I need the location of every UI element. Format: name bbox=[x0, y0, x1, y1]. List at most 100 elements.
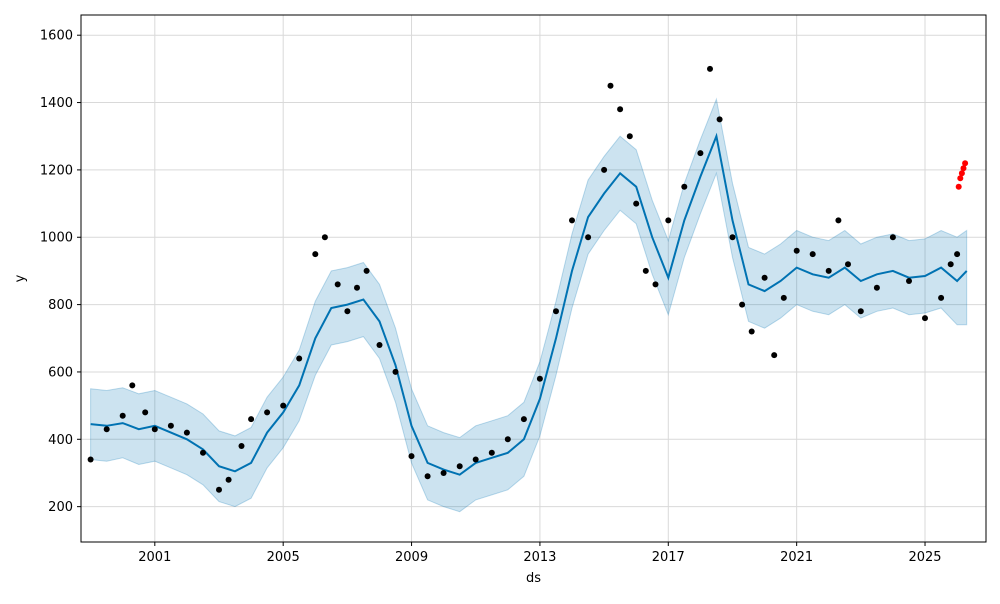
observed-point bbox=[569, 217, 575, 224]
observed-point bbox=[424, 473, 431, 480]
y-tick-label: 1000 bbox=[40, 231, 73, 246]
observed-point bbox=[264, 409, 271, 416]
observed-point bbox=[151, 426, 158, 433]
x-axis-ticks: 2001 2005 2009 2013 2017 2021 2025 bbox=[138, 542, 942, 565]
forecast-line bbox=[90, 132, 968, 476]
observed-point bbox=[142, 409, 149, 416]
anomaly-point bbox=[955, 183, 962, 190]
observed-point bbox=[408, 453, 415, 460]
observed-point bbox=[748, 328, 755, 335]
observed-point bbox=[392, 368, 399, 375]
observed-point bbox=[938, 294, 945, 301]
observed-point bbox=[225, 476, 232, 483]
observed-point bbox=[617, 106, 624, 113]
observed-point bbox=[248, 416, 255, 423]
observed-point bbox=[947, 261, 954, 268]
observed-point bbox=[376, 342, 383, 348]
observed-point bbox=[216, 486, 222, 493]
observed-point bbox=[129, 382, 136, 389]
observed-point bbox=[312, 251, 319, 258]
y-tick-label: 1600 bbox=[40, 29, 73, 44]
observed-point bbox=[633, 200, 640, 207]
x-tick-label: 2021 bbox=[780, 550, 813, 565]
x-tick-label: 2025 bbox=[908, 550, 941, 565]
observed-point bbox=[857, 308, 864, 315]
uncertainty-band bbox=[90, 97, 968, 513]
observed-point bbox=[729, 234, 736, 241]
observed-point bbox=[825, 267, 832, 274]
y-tick-label: 200 bbox=[48, 500, 73, 515]
observed-point bbox=[681, 183, 688, 190]
observed-point bbox=[707, 65, 713, 72]
uncertainty-band-layer bbox=[90, 97, 968, 513]
observed-point bbox=[363, 267, 370, 274]
x-tick-label: 2017 bbox=[652, 550, 685, 565]
observed-point bbox=[739, 301, 746, 308]
x-axis-label: ds bbox=[526, 571, 541, 586]
observed-point bbox=[87, 456, 94, 463]
observed-point bbox=[780, 294, 787, 301]
observed-point bbox=[119, 412, 126, 419]
y-axis-ticks: 200 400 600 800 1000 1200 1400 1600 bbox=[40, 29, 81, 515]
anomaly-points-layer bbox=[955, 160, 969, 190]
x-tick-label: 2013 bbox=[523, 550, 556, 565]
observed-point bbox=[771, 352, 778, 359]
observed-point bbox=[504, 436, 511, 443]
anomaly-point bbox=[962, 160, 969, 167]
observed-point bbox=[334, 281, 341, 288]
grid bbox=[81, 15, 986, 542]
y-tick-label: 800 bbox=[48, 298, 73, 313]
observed-point bbox=[835, 217, 842, 224]
anomaly-point bbox=[957, 175, 964, 182]
x-tick-label: 2001 bbox=[138, 550, 171, 565]
observed-point bbox=[906, 278, 912, 284]
observed-point bbox=[103, 426, 110, 433]
observed-point bbox=[354, 284, 360, 291]
plot-frame bbox=[80, 14, 987, 543]
observed-point bbox=[922, 315, 928, 322]
y-tick-label: 400 bbox=[48, 433, 73, 448]
observed-point bbox=[873, 284, 880, 291]
observed-point bbox=[200, 449, 206, 456]
observed-point bbox=[793, 247, 800, 254]
observed-point bbox=[520, 416, 527, 423]
observed-point bbox=[954, 251, 961, 258]
x-tick-label: 2009 bbox=[395, 550, 428, 565]
observed-point bbox=[809, 251, 816, 258]
observed-point bbox=[296, 355, 303, 362]
anomaly-point bbox=[958, 170, 965, 177]
observed-point bbox=[665, 217, 672, 224]
y-tick-label: 600 bbox=[48, 365, 73, 380]
observed-point bbox=[472, 456, 479, 463]
forecast-line-layer bbox=[90, 132, 968, 476]
observed-points-layer bbox=[87, 65, 961, 493]
observed-point bbox=[344, 308, 351, 315]
observed-point bbox=[716, 116, 723, 123]
observed-point bbox=[697, 150, 704, 157]
observed-point bbox=[440, 470, 447, 476]
observed-point bbox=[585, 234, 592, 241]
observed-point bbox=[488, 449, 495, 456]
observed-point bbox=[553, 308, 559, 315]
y-axis-label: y bbox=[13, 274, 28, 282]
observed-point bbox=[536, 375, 543, 382]
x-tick-label: 2005 bbox=[267, 550, 300, 565]
y-tick-label: 1200 bbox=[40, 163, 73, 178]
observed-point bbox=[167, 422, 174, 429]
y-tick-label: 1400 bbox=[40, 96, 73, 111]
observed-point bbox=[280, 402, 287, 409]
observed-point bbox=[601, 166, 608, 173]
observed-point bbox=[607, 82, 614, 89]
anomaly-point bbox=[960, 165, 967, 172]
observed-point bbox=[845, 261, 851, 268]
observed-point bbox=[889, 234, 896, 241]
observed-point bbox=[183, 429, 190, 436]
observed-point bbox=[321, 234, 328, 241]
observed-point bbox=[652, 281, 659, 288]
observed-point bbox=[238, 443, 245, 449]
observed-point bbox=[761, 274, 768, 281]
observed-point bbox=[626, 133, 633, 140]
observed-point bbox=[642, 267, 649, 274]
